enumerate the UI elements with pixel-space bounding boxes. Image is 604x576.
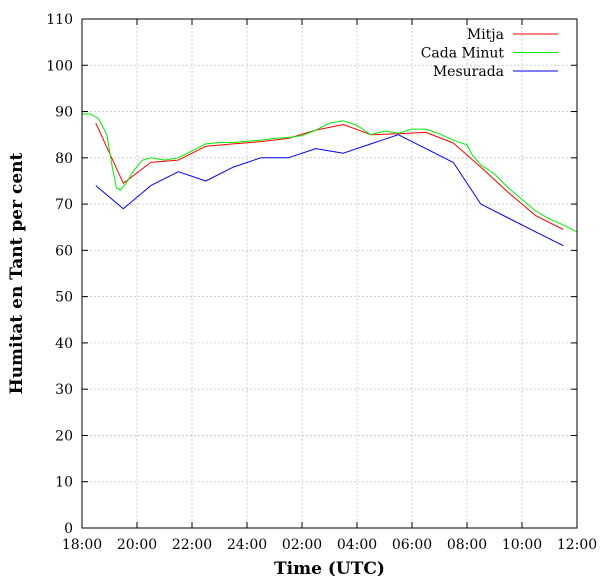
- y-tick-label: 110: [46, 12, 73, 28]
- y-axis-title: Humitat en Tant per cent: [7, 152, 27, 394]
- legend-label: Cada Minut: [421, 46, 505, 62]
- x-tick-label: 10:00: [502, 537, 542, 553]
- y-tick-label: 90: [55, 105, 73, 121]
- series-line-cada-minut: [82, 113, 578, 233]
- x-tick-label: 08:00: [447, 537, 487, 553]
- y-tick-label: 0: [64, 521, 73, 537]
- y-tick-label: 10: [55, 475, 73, 491]
- axis-ticks: 0 10 20 30 40 50 60 70 80 90 100 110 18:00 20:00 22:00…: [46, 12, 597, 553]
- x-tick-label: 18:00: [62, 537, 102, 553]
- series-line-mesurada: [95, 134, 564, 247]
- x-tick-label: 20:00: [117, 537, 157, 553]
- y-tick-label: 20: [55, 428, 73, 444]
- y-tick-label: 80: [55, 151, 73, 167]
- grid-lines: [82, 19, 577, 528]
- y-tick-label: 70: [55, 197, 73, 213]
- series-lines: [82, 113, 578, 247]
- x-tick-label: 04:00: [337, 537, 377, 553]
- x-tick-label: 02:00: [282, 537, 322, 553]
- x-tick-label: 12:00: [557, 537, 597, 553]
- y-tick-label: 50: [55, 290, 73, 306]
- legend-label: Mesurada: [433, 64, 504, 80]
- x-axis-title: Time (UTC): [274, 559, 385, 576]
- series-line-mitja: [95, 122, 564, 230]
- y-tick-label: 60: [55, 243, 73, 259]
- plot-frame: [81, 18, 578, 529]
- legend-label: Mitja: [467, 27, 504, 43]
- y-tick-label: 100: [46, 58, 73, 74]
- y-tick-label: 40: [55, 336, 73, 352]
- x-tick-label: 22:00: [172, 537, 212, 553]
- y-tick-label: 30: [55, 382, 73, 398]
- x-tick-label: 24:00: [227, 537, 267, 553]
- x-tick-label: 06:00: [392, 537, 432, 553]
- legend: Mitja Cada Minut Mesurada: [421, 27, 558, 80]
